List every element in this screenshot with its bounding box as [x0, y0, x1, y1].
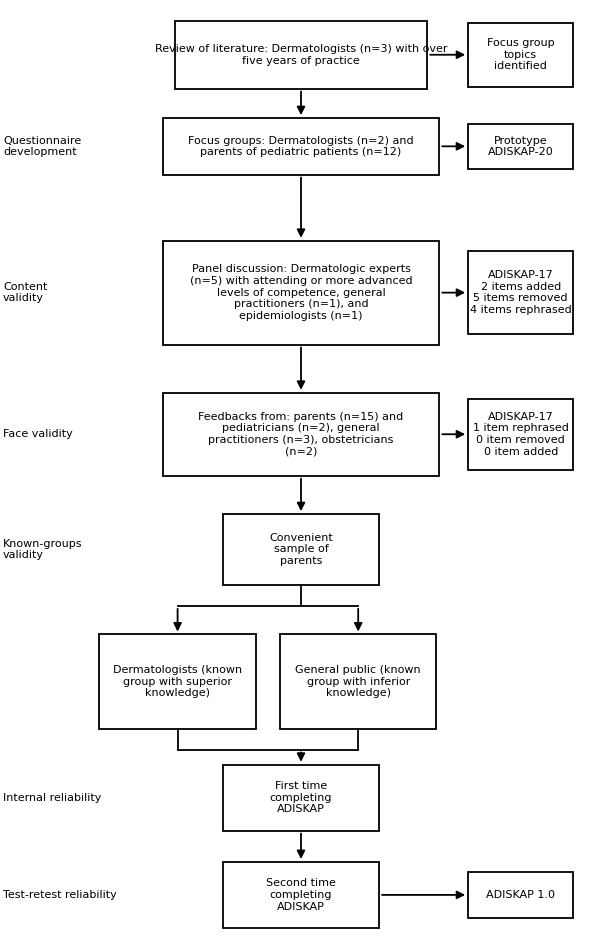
Text: Content
validity: Content validity: [3, 282, 48, 303]
Text: Internal reliability: Internal reliability: [3, 793, 101, 802]
FancyBboxPatch shape: [163, 393, 439, 476]
Text: Review of literature: Dermatologists (n=3) with over
five years of practice: Review of literature: Dermatologists (n=…: [155, 44, 447, 65]
Text: ADISKAP-17
1 item rephrased
0 item removed
0 item added: ADISKAP-17 1 item rephrased 0 item remov…: [473, 412, 569, 457]
Text: Feedbacks from: parents (n=15) and
pediatricians (n=2), general
practitioners (n: Feedbacks from: parents (n=15) and pedia…: [199, 412, 403, 457]
Text: Dermatologists (known
group with superior
knowledge): Dermatologists (known group with superio…: [113, 665, 242, 699]
FancyBboxPatch shape: [223, 765, 379, 831]
FancyBboxPatch shape: [99, 634, 256, 729]
FancyBboxPatch shape: [175, 21, 427, 89]
FancyBboxPatch shape: [223, 862, 379, 928]
Text: Second time
completing
ADISKAP: Second time completing ADISKAP: [266, 878, 336, 912]
Text: Questionnaire
development: Questionnaire development: [3, 136, 81, 157]
Text: Convenient
sample of
parents: Convenient sample of parents: [269, 532, 333, 566]
Text: Prototype
ADISKAP-20: Prototype ADISKAP-20: [488, 136, 554, 157]
Text: Focus group
topics
identified: Focus group topics identified: [487, 38, 554, 72]
FancyBboxPatch shape: [468, 124, 573, 169]
FancyBboxPatch shape: [223, 514, 379, 584]
FancyBboxPatch shape: [468, 398, 573, 469]
FancyBboxPatch shape: [468, 251, 573, 334]
FancyBboxPatch shape: [163, 118, 439, 175]
Text: Known-groups
validity: Known-groups validity: [3, 539, 82, 560]
FancyBboxPatch shape: [468, 872, 573, 918]
Text: ADISKAP 1.0: ADISKAP 1.0: [486, 890, 555, 900]
Text: Test-retest reliability: Test-retest reliability: [3, 890, 117, 900]
FancyBboxPatch shape: [163, 241, 439, 345]
Text: General public (known
group with inferior
knowledge): General public (known group with inferio…: [296, 665, 421, 699]
FancyBboxPatch shape: [280, 634, 436, 729]
Text: Panel discussion: Dermatologic experts
(n=5) with attending or more advanced
lev: Panel discussion: Dermatologic experts (…: [190, 264, 412, 321]
Text: Face validity: Face validity: [3, 430, 73, 439]
Text: ADISKAP-17
2 items added
5 items removed
4 items rephrased: ADISKAP-17 2 items added 5 items removed…: [470, 270, 572, 315]
Text: Focus groups: Dermatologists (n=2) and
parents of pediatric patients (n=12): Focus groups: Dermatologists (n=2) and p…: [188, 136, 414, 157]
Text: First time
completing
ADISKAP: First time completing ADISKAP: [270, 781, 332, 815]
FancyBboxPatch shape: [468, 23, 573, 87]
